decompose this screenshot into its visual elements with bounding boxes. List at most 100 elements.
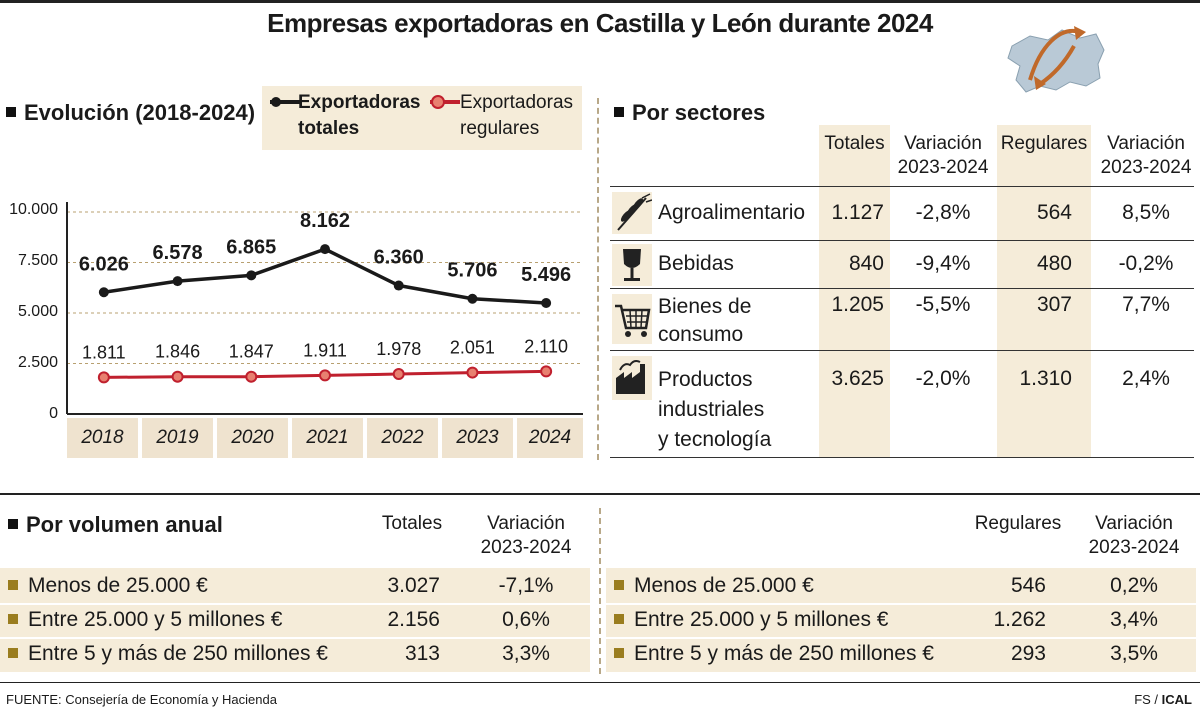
volumen-title: Por volumen anual — [8, 512, 223, 538]
x-tick-label: 2023 — [442, 418, 513, 458]
y-tick-label: 7.500 — [17, 252, 58, 269]
data-point — [319, 369, 331, 382]
sector-totales: 840 — [848, 252, 884, 275]
sector-var-regulares: 8,5% — [1122, 201, 1170, 224]
volumen-row-label: Entre 25.000 y 5 millones € — [614, 608, 888, 632]
section-rule — [0, 493, 1200, 495]
credit: FS / ICAL — [1134, 692, 1192, 707]
evolucion-title: Evolución (2018-2024) — [6, 100, 255, 126]
volumen-header-regulares: Regulares — [974, 513, 1062, 534]
sectores-header-regulares: Regulares — [1000, 133, 1088, 154]
sector-var-regulares: 2,4% — [1122, 367, 1170, 390]
sector-totales: 1.127 — [831, 201, 884, 224]
data-point — [392, 368, 405, 381]
sector-var-regulares: -0,2% — [1118, 252, 1174, 275]
data-point — [97, 371, 110, 384]
row-gap — [606, 637, 1196, 639]
x-tick-label: 2018 — [67, 418, 138, 458]
sector-regulares: 564 — [1036, 201, 1072, 224]
data-point — [467, 293, 478, 304]
volumen-totales: 313 — [404, 642, 440, 665]
row-gap — [0, 637, 590, 639]
data-point — [172, 276, 183, 287]
x-tick-label: 2024 — [517, 418, 583, 458]
data-point — [393, 280, 404, 291]
sector-totales: 3.625 — [831, 367, 884, 390]
line-chart: 6.026 6.578 6.865 8.162 6.360 5.706 5.496 1.811… — [66, 202, 583, 415]
data-point — [320, 244, 330, 255]
y-tick-label: 10.000 — [9, 201, 58, 218]
sector-var-totales: -2,8% — [915, 201, 971, 224]
data-label: 1.978 — [376, 339, 421, 359]
source-note: FUENTE: Consejería de Economía y Haciend… — [6, 692, 277, 707]
row-divider — [610, 240, 1194, 241]
volumen-header-variacion: Variación 2023-2024 — [480, 513, 572, 558]
shopping-cart-icon — [612, 294, 652, 344]
data-label: 6.578 — [153, 242, 203, 264]
data-point — [98, 287, 109, 298]
page-title: Empresas exportadoras en Castilla y León… — [267, 8, 933, 38]
sector-var-totales: -5,5% — [915, 293, 971, 316]
sector-var-totales: -2,0% — [915, 367, 971, 390]
volumen-row-label: Menos de 25.000 € — [8, 574, 208, 598]
wheat-icon — [612, 192, 653, 234]
sector-name: Productos industriales y tecnología — [658, 368, 772, 451]
legend: Exportadoras totales Exportadoras regula… — [262, 86, 582, 150]
data-label: 6.026 — [79, 253, 129, 275]
data-label: 5.706 — [447, 260, 497, 282]
section-divider — [599, 508, 601, 674]
sector-regulares: 1.310 — [1019, 367, 1072, 390]
volumen-row-label: Entre 25.000 y 5 millones € — [8, 608, 282, 632]
x-tick-label: 2020 — [217, 418, 288, 458]
sectores-header-totales: Totales — [824, 133, 885, 154]
sector-var-totales: -9,4% — [915, 252, 971, 275]
totales-column-bg — [819, 125, 890, 458]
row-divider — [610, 186, 1194, 187]
volumen-row-label: Menos de 25.000 € — [614, 574, 814, 598]
footer-rule — [0, 682, 1200, 683]
row-gap — [0, 603, 590, 605]
x-tick-label: 2019 — [142, 418, 213, 458]
data-label: 6.360 — [374, 247, 424, 269]
row-divider — [610, 350, 1194, 351]
sector-totales: 1.205 — [831, 293, 884, 316]
data-point — [466, 366, 479, 379]
data-point — [246, 270, 257, 281]
sectores-header-variacion: Variación 2023-2024 — [897, 133, 989, 178]
volumen-var-regulares: 3,5% — [1110, 642, 1158, 665]
row-divider — [610, 457, 1194, 458]
volumen-regulares: 293 — [1010, 642, 1046, 665]
legend-label-regulares: Exportadoras regulares — [460, 92, 574, 139]
volumen-totales: 3.027 — [387, 574, 440, 597]
legend-label-totales: Exportadoras totales — [298, 92, 421, 139]
legend-swatch-totales — [270, 97, 300, 107]
sector-name: Agroalimentario — [658, 201, 806, 224]
sectores-header-variacion: Variación 2023-2024 — [1100, 133, 1192, 178]
volumen-row-label: Entre 5 y más de 250 millones € — [8, 642, 328, 666]
sectores-title: Por sectores — [614, 100, 765, 126]
data-label: 1.911 — [303, 340, 347, 360]
data-label: 1.811 — [82, 342, 126, 362]
volumen-var-regulares: 3,4% — [1110, 608, 1158, 631]
data-label: 1.846 — [155, 342, 200, 362]
volumen-var-regulares: 0,2% — [1110, 574, 1158, 597]
volumen-regulares: 1.262 — [993, 608, 1046, 631]
regulares-column-bg — [997, 125, 1091, 458]
y-tick-label: 0 — [49, 405, 58, 422]
legend-swatch-regulares — [430, 95, 460, 109]
data-label: 2.110 — [524, 336, 568, 356]
castilla-leon-map-icon — [1007, 26, 1105, 93]
volumen-totales-bg — [0, 568, 590, 672]
volumen-header-variacion: Variación 2023-2024 — [1088, 513, 1180, 558]
volumen-var-totales: 3,3% — [502, 642, 550, 665]
volumen-totales: 2.156 — [387, 608, 440, 631]
volumen-var-totales: 0,6% — [502, 608, 550, 631]
sector-regulares: 307 — [1036, 293, 1072, 316]
top-rule — [0, 0, 1200, 3]
factory-icon — [612, 356, 652, 400]
wine-glass-icon — [612, 244, 652, 286]
data-label: 5.496 — [521, 264, 571, 286]
y-tick-label: 2.500 — [17, 354, 58, 371]
row-gap — [606, 603, 1196, 605]
volumen-regulares: 546 — [1010, 574, 1046, 597]
